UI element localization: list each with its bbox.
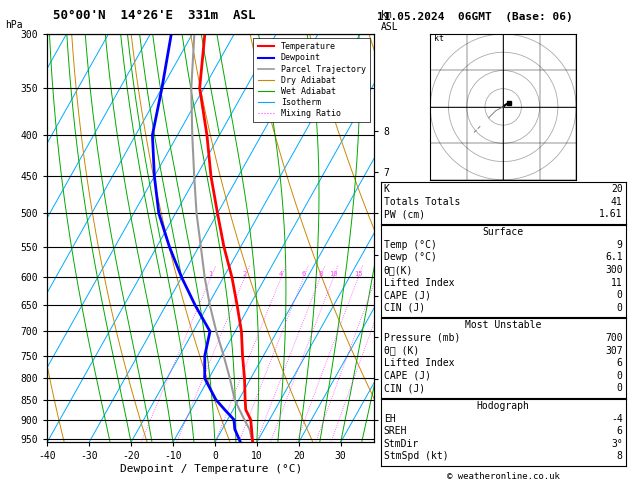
Text: 4: 4	[279, 271, 283, 278]
Text: 50°00'N  14°26'E  331m  ASL: 50°00'N 14°26'E 331m ASL	[53, 9, 256, 22]
Text: StmSpd (kt): StmSpd (kt)	[384, 451, 448, 462]
Text: 1.61: 1.61	[599, 209, 623, 220]
Text: CAPE (J): CAPE (J)	[384, 290, 431, 300]
Text: 11.05.2024  06GMT  (Base: 06): 11.05.2024 06GMT (Base: 06)	[377, 12, 573, 22]
Text: -4: -4	[611, 414, 623, 424]
Text: StmDir: StmDir	[384, 439, 419, 449]
Text: km
ASL: km ASL	[381, 10, 398, 32]
Text: 6: 6	[617, 426, 623, 436]
Text: Pressure (mb): Pressure (mb)	[384, 333, 460, 343]
X-axis label: Dewpoint / Temperature (°C): Dewpoint / Temperature (°C)	[120, 464, 302, 474]
Text: 307: 307	[605, 346, 623, 356]
Text: 300: 300	[605, 265, 623, 275]
Text: 20: 20	[611, 184, 623, 194]
Text: Most Unstable: Most Unstable	[465, 320, 542, 330]
Text: Totals Totals: Totals Totals	[384, 197, 460, 207]
Text: Hodograph: Hodograph	[477, 401, 530, 411]
Text: LCL: LCL	[382, 438, 398, 447]
Text: Temp (°C): Temp (°C)	[384, 240, 437, 250]
Text: 0: 0	[617, 371, 623, 381]
Text: 8: 8	[617, 451, 623, 462]
Text: 9: 9	[617, 240, 623, 250]
Text: 41: 41	[611, 197, 623, 207]
Text: 15: 15	[354, 271, 362, 278]
Text: © weatheronline.co.uk: © weatheronline.co.uk	[447, 472, 560, 481]
Text: CAPE (J): CAPE (J)	[384, 371, 431, 381]
Text: 1: 1	[209, 271, 213, 278]
Text: 11: 11	[611, 278, 623, 288]
Text: Surface: Surface	[482, 227, 524, 237]
Legend: Temperature, Dewpoint, Parcel Trajectory, Dry Adiabat, Wet Adiabat, Isotherm, Mi: Temperature, Dewpoint, Parcel Trajectory…	[253, 38, 370, 122]
Text: hPa: hPa	[4, 20, 22, 30]
Text: 700: 700	[605, 333, 623, 343]
Text: 8: 8	[318, 271, 323, 278]
Text: 0: 0	[617, 303, 623, 313]
Text: 10: 10	[329, 271, 338, 278]
Text: Lifted Index: Lifted Index	[384, 358, 454, 368]
Text: PW (cm): PW (cm)	[384, 209, 425, 220]
Text: kt: kt	[434, 35, 444, 43]
Text: 2: 2	[243, 271, 247, 278]
Y-axis label: Mixing Ratio (g/kg): Mixing Ratio (g/kg)	[392, 182, 402, 294]
Text: 3°: 3°	[611, 439, 623, 449]
Text: CIN (J): CIN (J)	[384, 383, 425, 394]
Text: θᴇ (K): θᴇ (K)	[384, 346, 419, 356]
Text: Lifted Index: Lifted Index	[384, 278, 454, 288]
Text: 6.1: 6.1	[605, 252, 623, 262]
Text: K: K	[384, 184, 389, 194]
Text: 6: 6	[302, 271, 306, 278]
Text: 0: 0	[617, 290, 623, 300]
Text: SREH: SREH	[384, 426, 407, 436]
Text: EH: EH	[384, 414, 396, 424]
Text: CIN (J): CIN (J)	[384, 303, 425, 313]
Text: 0: 0	[617, 383, 623, 394]
Text: θᴇ(K): θᴇ(K)	[384, 265, 413, 275]
Text: Dewp (°C): Dewp (°C)	[384, 252, 437, 262]
Text: 6: 6	[617, 358, 623, 368]
